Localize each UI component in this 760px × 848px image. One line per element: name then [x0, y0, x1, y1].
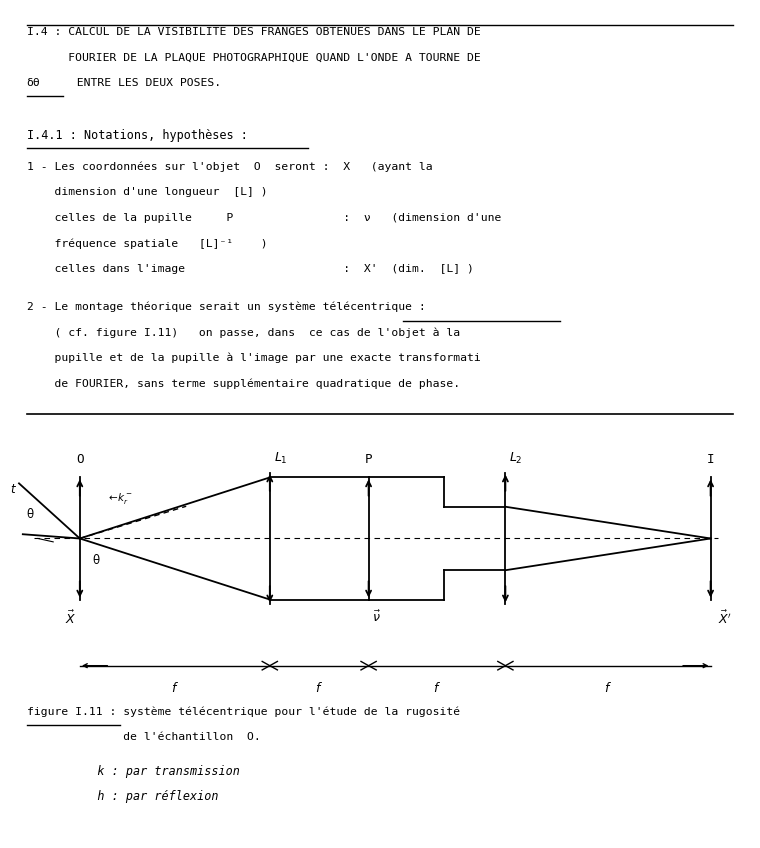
Text: $\leftarrow\!k_r^-$: $\leftarrow\!k_r^-$ [106, 491, 133, 506]
Text: I.4.1 : Notations, hypothèses :: I.4.1 : Notations, hypothèses : [27, 129, 248, 142]
Text: $\vec{X}'$: $\vec{X}'$ [718, 610, 732, 627]
Text: pupille et de la pupille à l'image par une exacte transformati: pupille et de la pupille à l'image par u… [27, 353, 480, 363]
Text: k : par transmission: k : par transmission [76, 765, 240, 778]
Text: 1 - Les coordonnées sur l'objet  O  seront :  X   (ayant la: 1 - Les coordonnées sur l'objet O seront… [27, 162, 432, 172]
Text: δθ: δθ [27, 78, 40, 88]
Text: ( cf. figure I.11)   on passe, dans  ce cas de l'objet à la: ( cf. figure I.11) on passe, dans ce cas… [27, 327, 460, 338]
Text: celles dans l'image                       :  X'  (dim.  [L] ): celles dans l'image : X' (dim. [L] ) [27, 264, 473, 274]
Text: dimension d'une longueur  [L] ): dimension d'une longueur [L] ) [27, 187, 268, 198]
Text: θ: θ [27, 508, 33, 522]
Text: $f$: $f$ [171, 681, 179, 695]
Text: FOURIER DE LA PLAQUE PHOTOGRAPHIQUE QUAND L'ONDE A TOURNE DE: FOURIER DE LA PLAQUE PHOTOGRAPHIQUE QUAN… [27, 53, 480, 63]
Text: P: P [365, 454, 372, 466]
Text: I: I [707, 454, 714, 466]
Text: h : par réflexion: h : par réflexion [76, 790, 219, 803]
Text: $L_2$: $L_2$ [509, 451, 523, 466]
Text: O: O [76, 454, 84, 466]
Text: ENTRE LES DEUX POSES.: ENTRE LES DEUX POSES. [63, 78, 221, 88]
Text: de FOURIER, sans terme supplémentaire quadratique de phase.: de FOURIER, sans terme supplémentaire qu… [27, 378, 460, 388]
Text: $\vec{X}$: $\vec{X}$ [65, 610, 76, 627]
Text: $f$: $f$ [433, 681, 441, 695]
Text: $f$: $f$ [604, 681, 612, 695]
Text: celles de la pupille     P                :  ν   (dimension d'une: celles de la pupille P : ν (dimension d'… [27, 213, 501, 223]
Text: de l'échantillon  O.: de l'échantillon O. [27, 732, 261, 742]
Text: $\vec{\nu}$: $\vec{\nu}$ [372, 610, 382, 625]
Text: 2 - Le montage théorique serait un système télécentrique :: 2 - Le montage théorique serait un systè… [27, 302, 426, 312]
Text: I.4 : CALCUL DE LA VISIBILITE DES FRANGES OBTENUES DANS LE PLAN DE: I.4 : CALCUL DE LA VISIBILITE DES FRANGE… [27, 27, 480, 37]
Text: figure I.11 : système télécentrique pour l'étude de la rugosité: figure I.11 : système télécentrique pour… [27, 706, 460, 717]
Text: t: t [11, 483, 15, 496]
Text: θ: θ [92, 554, 99, 566]
Text: fréquence spatiale   [L]⁻¹    ): fréquence spatiale [L]⁻¹ ) [27, 238, 268, 248]
Text: $L_1$: $L_1$ [274, 451, 287, 466]
Text: $f$: $f$ [315, 681, 323, 695]
